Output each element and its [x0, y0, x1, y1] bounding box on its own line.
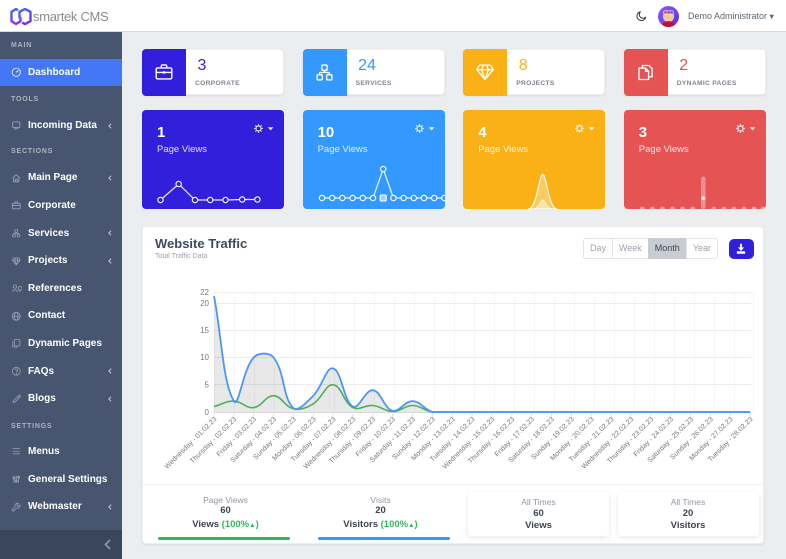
svg-text:10: 10	[200, 353, 209, 362]
svg-text:22: 22	[200, 288, 209, 297]
svg-text:15: 15	[200, 326, 209, 335]
svg-text:20: 20	[200, 299, 209, 308]
svg-text:5: 5	[205, 381, 210, 390]
svg-text:0: 0	[205, 408, 210, 417]
